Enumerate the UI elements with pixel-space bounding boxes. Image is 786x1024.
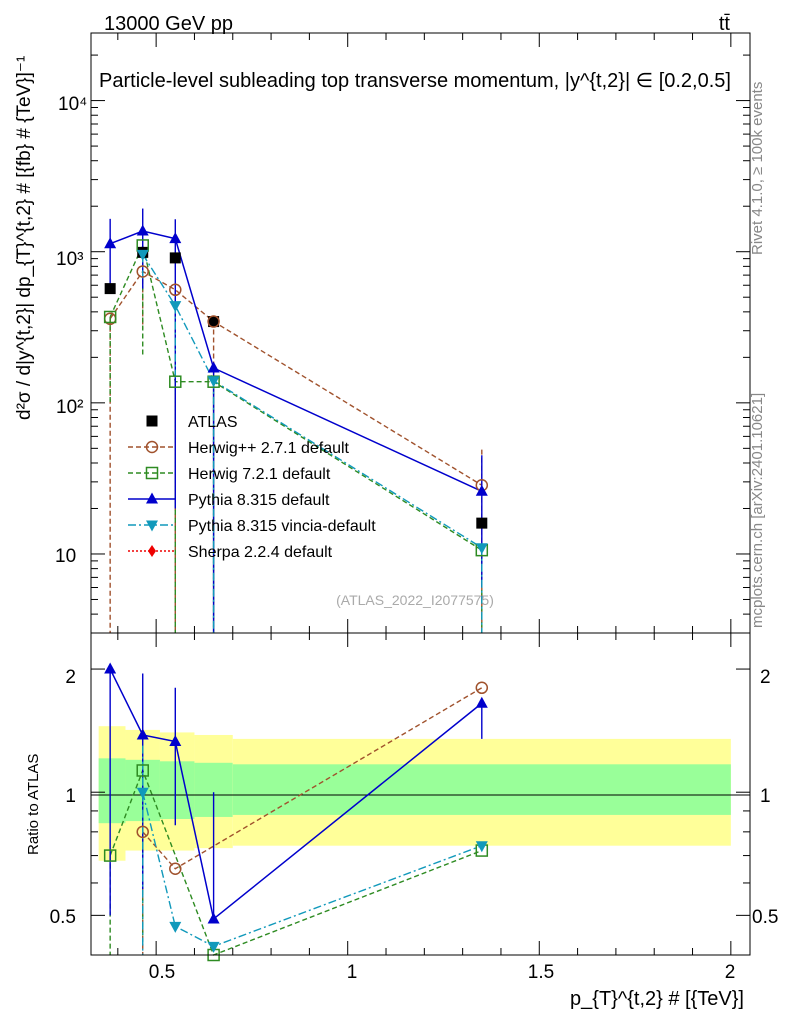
- ratio-point-vincia-2: [169, 921, 182, 933]
- ratio-frame: [90, 632, 751, 956]
- header-right: tt̄: [719, 13, 731, 35]
- ratio-markers: [103, 662, 489, 962]
- main-point-vincia-1: [136, 249, 149, 261]
- ratio-point-vincia-4: [475, 841, 488, 853]
- ratio-point-pythia-1: [136, 728, 149, 740]
- legend-label-herwig7: Herwig 7.2.1 default: [188, 466, 331, 483]
- legend-marker-vincia: [146, 520, 158, 532]
- legend-marker-atlas: [146, 415, 158, 427]
- ratio-y-axis-label: Ratio to ATLAS: [25, 754, 42, 855]
- main-point-herwig7-0: [103, 310, 117, 324]
- main-point-herwigpp-2: [169, 283, 182, 297]
- main-point-herwig7-2: [169, 375, 182, 388]
- ratio-ytick-right-2: 2: [760, 667, 771, 688]
- main-panel: 10⁴ 10³ 10² 10 Particle-level subleading…: [14, 32, 751, 634]
- legend-label-vincia: Pythia 8.315 vincia-default: [188, 518, 376, 535]
- ratio-point-vincia-3: [207, 941, 220, 953]
- main-point-pythia-3: [207, 361, 220, 373]
- ratio-ytick-right-1: 1: [760, 786, 771, 807]
- main-point-vincia-2: [169, 301, 182, 313]
- ratio-point-pythia-0: [104, 662, 117, 674]
- ytick-label-1000: 10³: [56, 249, 83, 270]
- ytick-label-10: 10: [55, 546, 76, 567]
- main-point-pythia-2: [169, 232, 182, 244]
- ratio-point-herwig7-0: [103, 849, 117, 862]
- ratio-uncertainty-bands: [98, 726, 731, 861]
- ratio-band-inner-0: [98, 758, 126, 824]
- legend-marker-sherpa: [148, 545, 156, 557]
- legend-marker-herwig7: [145, 466, 159, 480]
- ratio-point-pythia-2: [169, 735, 182, 747]
- ratio-point-herwigpp-4: [475, 681, 489, 695]
- main-line-herwigpp: [109, 270, 483, 486]
- main-point-vincia-3: [207, 376, 220, 388]
- ratio-ytick-left-05: 0.5: [50, 907, 76, 928]
- ratio-line-vincia: [142, 792, 483, 948]
- main-point-herwigpp-3: [207, 315, 220, 328]
- main-point-pythia-1: [136, 224, 149, 236]
- legend-marker-pythia: [146, 492, 158, 504]
- legend-marker-herwigpp: [145, 440, 159, 454]
- ratio-error-bars: [109, 669, 483, 955]
- ratio-point-pythia-4: [475, 696, 488, 708]
- main-point-atlas-0: [104, 283, 116, 295]
- analysis-watermark: (ATLAS_2022_I2077575): [336, 592, 494, 608]
- mcplots-label: mcplots.cern.ch [arXiv:2401.10621]: [749, 393, 766, 628]
- legend: ATLAS Herwig++ 2.7.1 default Herwig 7.2.1 …: [128, 414, 376, 561]
- main-point-herwigpp-1: [136, 265, 149, 278]
- legend-label-pythia: Pythia 8.315 default: [188, 492, 330, 509]
- ratio-line-herwigpp: [142, 687, 483, 870]
- header-left: 13000 GeV pp: [104, 13, 233, 35]
- main-point-pythia-0: [104, 237, 117, 249]
- legend-label-herwigpp: Herwig++ 2.7.1 default: [188, 440, 350, 457]
- main-point-atlas-3: [208, 316, 220, 328]
- ratio-point-herwigpp-2: [169, 862, 182, 875]
- ratio-point-herwig7-1: [136, 764, 149, 777]
- ytick-label-10000: 10⁴: [58, 94, 87, 115]
- xtick-label-2: 2: [725, 962, 736, 983]
- ytick-label-100: 10²: [56, 397, 83, 418]
- main-markers: [103, 224, 489, 557]
- main-point-atlas-4: [476, 517, 488, 529]
- ratio-band-inner-2: [159, 761, 195, 820]
- ratio-ytick-left-2: 2: [65, 667, 76, 688]
- legend-label-atlas: ATLAS: [188, 414, 238, 431]
- legend-label-sherpa: Sherpa 2.2.4 default: [188, 544, 333, 561]
- ratio-band-inner-4: [232, 764, 731, 815]
- ratio-point-pythia-3: [207, 912, 220, 924]
- ratio-ytick-right-05: 0.5: [752, 907, 778, 928]
- xtick-label-1.5: 1.5: [528, 962, 554, 983]
- main-error-bars: [109, 208, 483, 633]
- ratio-panel: 2 1 0.5 2 1 0.5 0.5 1 1.5 2 Ratio to ATL…: [25, 632, 778, 1010]
- ratio-point-vincia-1: [136, 787, 149, 799]
- main-point-vincia-4: [475, 543, 488, 555]
- main-point-atlas-2: [169, 252, 181, 264]
- main-y-axis-label: d²σ / d|y^{t,2}| dp_{T}^{t,2} # [{fb} # …: [14, 56, 35, 420]
- xtick-label-1: 1: [347, 962, 358, 983]
- xtick-label-0.5: 0.5: [149, 962, 175, 983]
- ratio-axis-ticks: [91, 633, 750, 955]
- ratio-ytick-left-1: 1: [65, 786, 76, 807]
- main-line-vincia: [142, 254, 483, 549]
- rivet-version-label: Rivet 4.1.0, ≥ 100k events: [749, 82, 766, 255]
- main-point-pythia-4: [475, 484, 488, 496]
- chart-title: Particle-level subleading top transverse…: [99, 70, 731, 92]
- ratio-point-herwigpp-1: [136, 825, 149, 839]
- ratio-line-herwig7: [109, 768, 483, 956]
- x-axis-label: p_{T}^{t,2} # [{TeV}]: [570, 988, 744, 1010]
- main-axis-ticks: [91, 33, 750, 634]
